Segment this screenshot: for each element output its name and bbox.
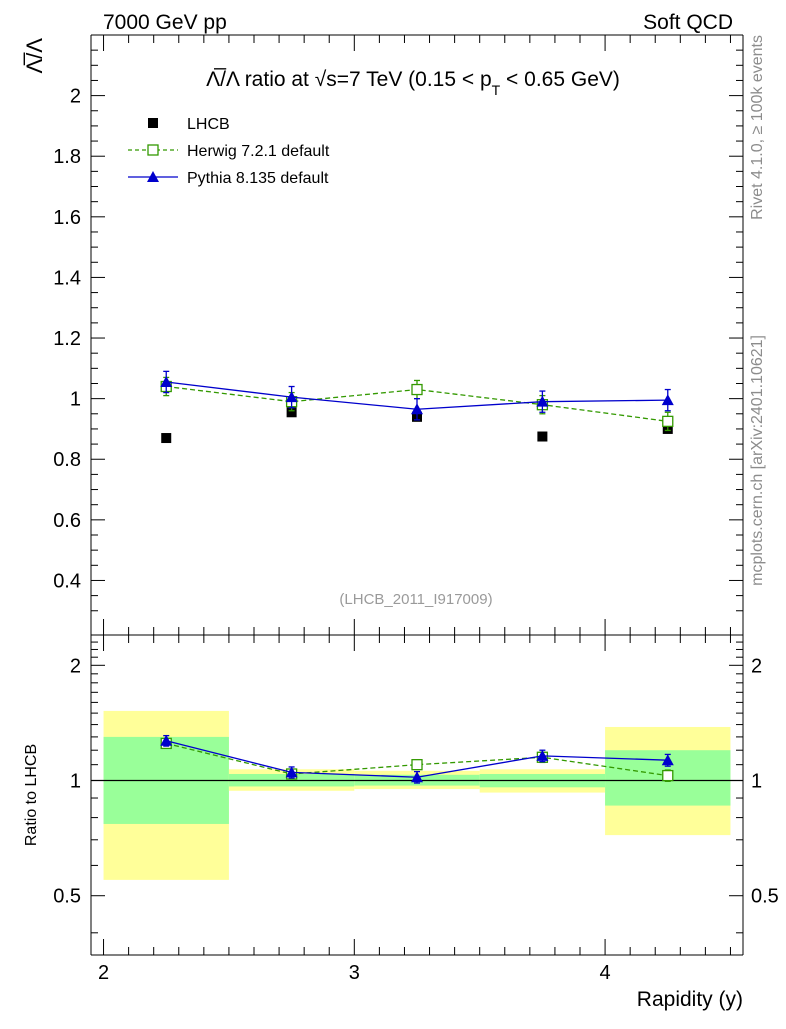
rivet-version-label: Rivet 4.1.0, ≥ 100k events bbox=[749, 35, 766, 220]
legend-pythia-marker bbox=[147, 171, 159, 182]
main-pythia-point bbox=[285, 391, 298, 403]
chart-title-sub: T bbox=[492, 82, 501, 98]
ratio-pythia-point bbox=[661, 754, 674, 766]
ratio-pythia-point bbox=[160, 734, 173, 746]
ratio-pythia-point bbox=[411, 771, 423, 783]
main-y-tick-label: 1.8 bbox=[53, 146, 81, 168]
ratio-y-axis-label: Ratio to LHCB bbox=[23, 744, 40, 846]
ratio-y-tick-label: 0.5 bbox=[53, 886, 81, 908]
main-panel: 0.4 0.6 0.8 1 1.2 1.4 1.6 1.8 2 Λ̅/Λ Λ̅/Λ ratio … bbox=[22, 34, 744, 635]
legend-herwig-label: Herwig 7.2.1 default bbox=[187, 143, 330, 160]
legend: LHCB Herwig 7.2.1 default Pythia 8.135 d… bbox=[128, 116, 330, 187]
y-axis-label: Λ̅/Λ bbox=[22, 38, 47, 74]
x-tick-label: 2 bbox=[98, 962, 109, 984]
x-tick-label: 3 bbox=[349, 962, 360, 984]
x-axis-label: Rapidity (y) bbox=[637, 988, 743, 1011]
ratio-y-tick-label-right: 1 bbox=[751, 771, 762, 793]
main-pythia-point bbox=[411, 403, 423, 415]
main-y-tick-label: 2 bbox=[70, 86, 81, 108]
header-category-label: Soft QCD bbox=[643, 11, 733, 34]
main-y-tick-label: 1 bbox=[70, 389, 81, 411]
legend-entry-herwig: Herwig 7.2.1 default bbox=[128, 143, 330, 160]
main-lhcb-point bbox=[161, 433, 172, 444]
header-energy-label: 7000 GeV pp bbox=[103, 11, 227, 34]
legend-herwig-marker bbox=[147, 144, 159, 156]
main-herwig-point bbox=[662, 415, 674, 428]
main-y-tick-label: 1.2 bbox=[53, 328, 81, 350]
chart-title-lead: Λ̅/Λ ratio at √s=7 TeV (0.15 < p bbox=[206, 68, 492, 91]
ratio-y-tick-label-right: 0.5 bbox=[751, 886, 779, 908]
legend-pythia-label: Pythia 8.135 default bbox=[187, 170, 329, 187]
legend-entry-pythia: Pythia 8.135 default bbox=[128, 170, 329, 187]
analysis-id-label: (LHCB_2011_I917009) bbox=[339, 591, 492, 608]
main-pythia-point bbox=[536, 395, 549, 407]
main-y-tick-label: 1.6 bbox=[53, 207, 81, 229]
main-pythia-point bbox=[661, 394, 674, 406]
main-y-tick-label: 1.4 bbox=[53, 267, 81, 289]
main-y-tick-label: 0.8 bbox=[53, 449, 81, 471]
mcplots-label: mcplots.cern.ch [arXiv:2401.10621] bbox=[749, 335, 766, 586]
main-lhcb-point bbox=[286, 407, 297, 418]
ratio-pythia-point bbox=[285, 766, 298, 778]
x-tick-label: 4 bbox=[600, 962, 611, 984]
ratio-y-tick-label-right: 2 bbox=[751, 655, 762, 677]
legend-lhcb-label: LHCB bbox=[187, 116, 230, 133]
main-y-tick-label: 0.4 bbox=[53, 570, 81, 592]
legend-entry-lhcb: LHCB bbox=[148, 116, 230, 133]
main-herwig-point bbox=[411, 383, 423, 396]
legend-lhcb-marker bbox=[148, 118, 158, 128]
main-y-tick-label: 0.6 bbox=[53, 510, 81, 532]
ratio-herwig-point bbox=[662, 769, 674, 782]
ratio-y-tick-label: 1 bbox=[70, 771, 81, 793]
chart-title-tail: < 0.65 GeV) bbox=[500, 68, 620, 91]
ratio-y-tick-label: 2 bbox=[70, 655, 81, 677]
ratio-herwig-point bbox=[411, 759, 423, 771]
ratio-panel: 0.5 0.5 1 1 2 2 2 3 4 Ratio to LHCB Rapidity (y) bbox=[23, 634, 779, 1011]
main-lhcb-point bbox=[537, 431, 548, 442]
chart-title: Λ̅/Λ ratio at √s=7 TeV (0.15 < pT < 0.65… bbox=[206, 68, 620, 98]
ratio-pythia-point bbox=[536, 749, 549, 761]
main-pythia-point bbox=[160, 375, 173, 387]
